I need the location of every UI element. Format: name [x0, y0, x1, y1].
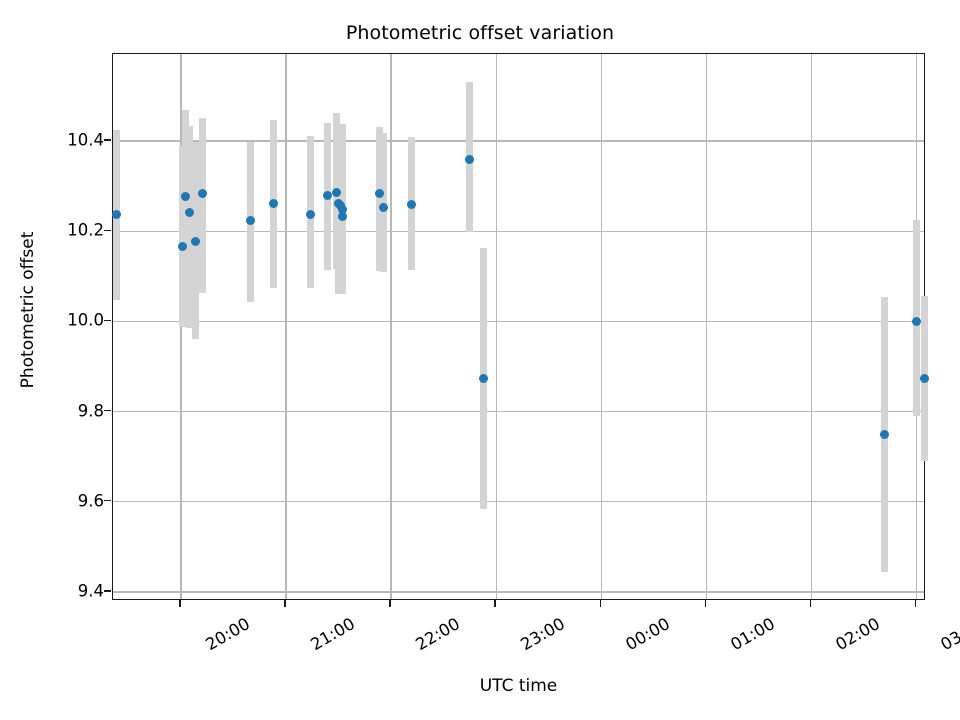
y-axis-tick-label: 9.6	[77, 491, 104, 511]
data-point-marker	[919, 373, 929, 383]
data-point-marker	[332, 187, 342, 197]
x-axis-tick-label: 00:00	[622, 614, 674, 655]
y-axis-tick-label: 9.4	[77, 581, 104, 601]
data-point-marker	[374, 189, 384, 199]
y-axis-tick-mark	[104, 590, 111, 592]
y-axis-tick-mark	[104, 319, 111, 322]
x-axis-tick-label: 03:00	[937, 614, 960, 655]
x-axis-tick-mark	[179, 600, 181, 607]
x-axis-tick-mark	[704, 600, 706, 607]
data-point-marker	[478, 373, 488, 383]
grid-line-vertical	[705, 54, 707, 599]
grid-line-horizontal	[113, 410, 924, 413]
data-point-marker	[111, 210, 121, 219]
plot-area	[111, 53, 929, 600]
data-point-marker	[464, 154, 474, 164]
data-point-marker	[911, 316, 921, 326]
grid-line-horizontal	[113, 501, 924, 503]
data-point-marker	[337, 205, 347, 215]
y-axis-tick-labels: 9.4 9.6 9.8 10.0 10.2 10.4	[0, 0, 104, 720]
x-axis-tick-mark	[284, 600, 286, 607]
x-axis-tick-mark	[914, 600, 917, 607]
data-point-marker	[406, 200, 416, 210]
x-axis-tick-label: 23:00	[517, 614, 569, 655]
y-axis-title: Photometric offset	[18, 231, 38, 389]
y-axis-tick-mark	[104, 139, 111, 141]
y-axis-tick-label: 10.0	[67, 310, 104, 330]
x-axis-tick-mark	[599, 600, 601, 607]
y-axis-tick-label: 10.2	[67, 220, 104, 240]
x-axis-tick-label: 01:00	[727, 614, 779, 655]
data-point-marker	[185, 208, 195, 218]
error-bar	[375, 127, 383, 271]
x-axis-tick-mark	[389, 600, 391, 607]
data-point-marker	[305, 209, 315, 219]
y-axis-tick-mark	[104, 409, 111, 412]
y-axis-tick-label: 9.8	[77, 401, 104, 421]
data-point-marker	[322, 190, 332, 200]
data-point-marker	[246, 215, 256, 225]
grid-line-horizontal	[113, 230, 924, 232]
x-axis-title: UTC time	[479, 676, 558, 696]
x-axis-tick-label: 20:00	[202, 614, 254, 655]
grid-line-vertical	[285, 54, 287, 599]
grid-line-horizontal	[113, 591, 924, 593]
y-axis-tick-mark	[104, 500, 111, 502]
x-axis-tick-label: 22:00	[412, 614, 464, 655]
data-point-marker	[338, 211, 348, 221]
grid-line-vertical	[810, 54, 812, 599]
data-point-marker	[197, 188, 207, 198]
x-axis-tick-label: 21:00	[307, 614, 359, 655]
data-point-marker	[191, 236, 201, 246]
data-point-marker	[879, 430, 889, 440]
data-series-scatter	[111, 54, 929, 599]
y-axis-tick-mark	[104, 229, 111, 231]
error-bar	[178, 145, 186, 327]
data-point-marker	[177, 242, 187, 252]
grid-line-vertical	[390, 54, 392, 599]
grid-line-horizontal	[113, 140, 924, 142]
x-axis-tick-label: 02:00	[832, 614, 884, 655]
data-point-marker	[378, 203, 388, 213]
error-bar	[379, 132, 387, 272]
error-bar	[186, 126, 194, 329]
grid-line-vertical	[495, 54, 497, 599]
y-axis-tick-label: 10.4	[67, 130, 104, 150]
data-point-marker	[181, 191, 191, 201]
chart-title: Photometric offset variation	[345, 22, 615, 44]
grid-line-horizontal	[113, 320, 924, 323]
error-bar	[182, 110, 190, 307]
x-axis-tick-mark	[494, 600, 496, 607]
grid-line-vertical	[600, 54, 602, 599]
data-point-marker	[269, 199, 279, 209]
error-bar	[198, 117, 206, 294]
x-axis-tick-mark	[809, 600, 811, 607]
